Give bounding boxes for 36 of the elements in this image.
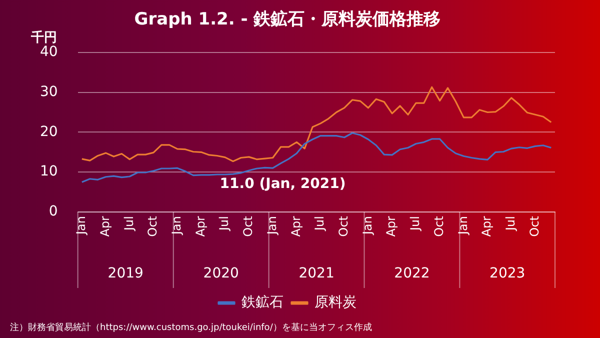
legend-label: 鉄鉱石 — [242, 294, 284, 311]
y-axis-title: 千円 — [30, 29, 57, 46]
x-tick-label: Jan — [169, 216, 184, 236]
x-tick-label: Jan — [456, 216, 470, 236]
x-tick-label: Jul — [217, 216, 232, 232]
text: 2023 — [490, 266, 526, 282]
text: 2019 — [108, 266, 144, 282]
x-tick-label: Oct — [336, 216, 350, 237]
x-tick-label: Jul — [408, 216, 422, 232]
text: 注）財務省貿易統計（https://www.customs.go.jp/toukei/info/）を基に当オフィス作成 — [10, 322, 372, 333]
text: 2020 — [203, 266, 239, 282]
x-tick-label: Apr — [480, 216, 494, 237]
text: 2021 — [298, 266, 334, 282]
y-tick-label: 20 — [40, 124, 58, 140]
x-tick-label: Oct — [146, 216, 160, 237]
text: 2022 — [394, 266, 430, 282]
x-tick-label: Oct — [241, 216, 256, 237]
x-tick-label: Apr — [193, 216, 208, 237]
x-tick-label: Oct — [432, 216, 446, 237]
x-tick-label: Jul — [504, 216, 518, 232]
annotation: 11.0 (Jan, 2021) — [220, 176, 346, 192]
x-tick-label: Jan — [264, 216, 279, 236]
x-tick-label: Apr — [288, 216, 303, 237]
x-tick-label: Jan — [74, 216, 88, 236]
y-tick-label: 30 — [40, 84, 58, 100]
x-tick-label: Apr — [98, 216, 112, 237]
x-tick-label: Jul — [312, 216, 327, 232]
y-tick-label: 40 — [40, 44, 58, 60]
legend-label: 原料炭 — [314, 294, 356, 311]
y-tick-label: 10 — [40, 164, 58, 180]
x-tick-label: Apr — [384, 216, 398, 237]
chart-title: Graph 1.2. - 鉄鉱石・原料炭価格推移 — [134, 10, 441, 30]
y-tick-label: 0 — [48, 204, 58, 220]
x-tick-label: Jan — [360, 216, 374, 236]
x-tick-label: Oct — [527, 216, 542, 237]
x-tick-label: Jul — [122, 216, 136, 232]
